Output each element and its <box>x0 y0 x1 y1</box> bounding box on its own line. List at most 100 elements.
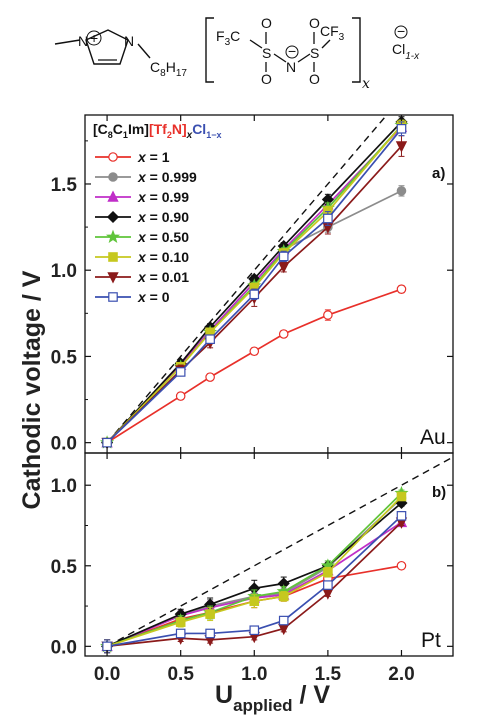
series-line <box>106 492 403 648</box>
legend-entry: x = 0.10 <box>95 249 189 265</box>
legend-marker <box>107 272 119 284</box>
x-tick-label: 2.0 <box>388 664 414 685</box>
data-point <box>278 251 289 262</box>
legend-entry: x = 1 <box>95 149 170 165</box>
data-point <box>396 186 407 196</box>
series-x0 <box>102 121 407 448</box>
legend-label: x = 0.999 <box>137 169 197 185</box>
data-point <box>175 617 186 627</box>
data-point <box>205 334 215 344</box>
legend-marker <box>108 172 118 182</box>
series-x0 <box>102 511 407 654</box>
legend-marker <box>106 210 120 224</box>
n-chain-label: N <box>124 33 134 49</box>
data-point <box>278 615 289 626</box>
data-point <box>175 391 186 401</box>
legend-label: x = 0.01 <box>137 269 189 285</box>
bracket-subscript: x <box>362 76 370 92</box>
legend-entry: x = 0.01 <box>95 269 189 285</box>
plot-frame-b <box>84 452 454 657</box>
panel-label-a: a) <box>432 165 445 182</box>
data-point <box>278 591 289 602</box>
data-point <box>278 261 290 274</box>
n-plus-label: N <box>78 33 88 49</box>
data-point <box>175 367 186 377</box>
reference-dashed-line <box>106 456 454 647</box>
legend-entry: x = 0.50 <box>95 229 189 245</box>
legend-marker <box>108 292 118 302</box>
data-point <box>175 628 186 639</box>
data-point <box>323 213 333 224</box>
legend-marker <box>108 152 118 162</box>
minus-circle <box>285 45 299 59</box>
data-point <box>205 628 215 639</box>
legend-label: x = 1 <box>137 149 170 165</box>
legend-entry: x = 0.999 <box>95 169 197 185</box>
data-point <box>323 580 333 590</box>
legend-label: x = 0.99 <box>137 189 189 205</box>
y-tick-label: 0.5 <box>51 347 78 368</box>
oxygen-1: O <box>261 15 272 31</box>
imidazolium-ring <box>85 29 129 65</box>
electrode-label-au: Au <box>420 426 446 449</box>
legend-marker <box>105 229 121 243</box>
methyl-bond <box>54 39 81 45</box>
data-point <box>102 437 112 448</box>
n-anion: N <box>286 59 296 75</box>
legend-entry: x = 0 <box>95 289 170 305</box>
data-point <box>323 310 333 320</box>
data-point <box>396 491 407 502</box>
data-point <box>205 372 215 382</box>
oxygen-4: O <box>309 71 320 87</box>
sulfur-2: S <box>310 45 319 61</box>
legend-label: x = 0.50 <box>137 229 189 245</box>
data-point <box>249 346 260 357</box>
series-x0_10 <box>102 491 407 654</box>
chloride-minus-circle <box>394 25 408 39</box>
y-tick-label: 1.0 <box>51 261 77 282</box>
panel-label-b: b) <box>432 484 446 501</box>
legend-label: x = 0 <box>137 289 170 305</box>
series-line <box>106 495 403 648</box>
cf3-right: CF3 <box>320 23 345 43</box>
bond-s2-c <box>321 39 331 49</box>
series-x1 <box>102 284 407 448</box>
panel-pt: 0.0 0.5 1.0 0.0 0.5 1.0 1.5 2.0 b) Pt <box>51 452 454 685</box>
y-tick-label: 0.0 <box>51 434 77 455</box>
legend-label: x = 0.90 <box>137 209 189 225</box>
x-tick-label: 1.0 <box>241 664 267 685</box>
chloride-minus-sign: − <box>397 23 405 39</box>
bond-s1-n <box>273 53 287 63</box>
x-tick-label: 0.5 <box>167 664 194 685</box>
data-point <box>396 560 407 571</box>
data-point <box>102 641 112 652</box>
oxygen-2: O <box>261 71 272 87</box>
x-tick-label: 1.5 <box>315 664 342 685</box>
data-point <box>278 329 289 339</box>
series-line <box>106 497 403 648</box>
y-tick-label: 0.5 <box>51 557 78 578</box>
series-line <box>106 288 402 444</box>
data-point <box>323 567 333 578</box>
legend: [C8C1Im][Tf2N]xCl1−x x = 1 x = 0.999 x = 0… <box>93 121 221 305</box>
data-point <box>249 596 260 607</box>
electrode-label-pt: Pt <box>421 629 441 652</box>
minus-sign: − <box>288 43 296 59</box>
legend-label: x = 0.10 <box>137 249 189 265</box>
data-point <box>249 289 260 300</box>
right-bracket <box>352 17 361 83</box>
bond-n-s2 <box>297 53 311 63</box>
y-tick-label: 0.0 <box>51 637 77 658</box>
sulfur-1: S <box>262 45 271 61</box>
legend-marker <box>107 190 119 202</box>
legend-header: [C8C1Im][Tf2N]xCl1−x <box>93 121 221 141</box>
data-point <box>205 609 215 619</box>
bond-c-s1 <box>249 39 263 49</box>
data-point <box>322 588 334 600</box>
data-point <box>395 141 408 153</box>
oxygen-3: O <box>309 15 320 31</box>
legend-entry: x = 0.90 <box>95 209 189 225</box>
legend-entry: x = 0.99 <box>95 189 189 205</box>
legend-marker <box>108 252 118 262</box>
